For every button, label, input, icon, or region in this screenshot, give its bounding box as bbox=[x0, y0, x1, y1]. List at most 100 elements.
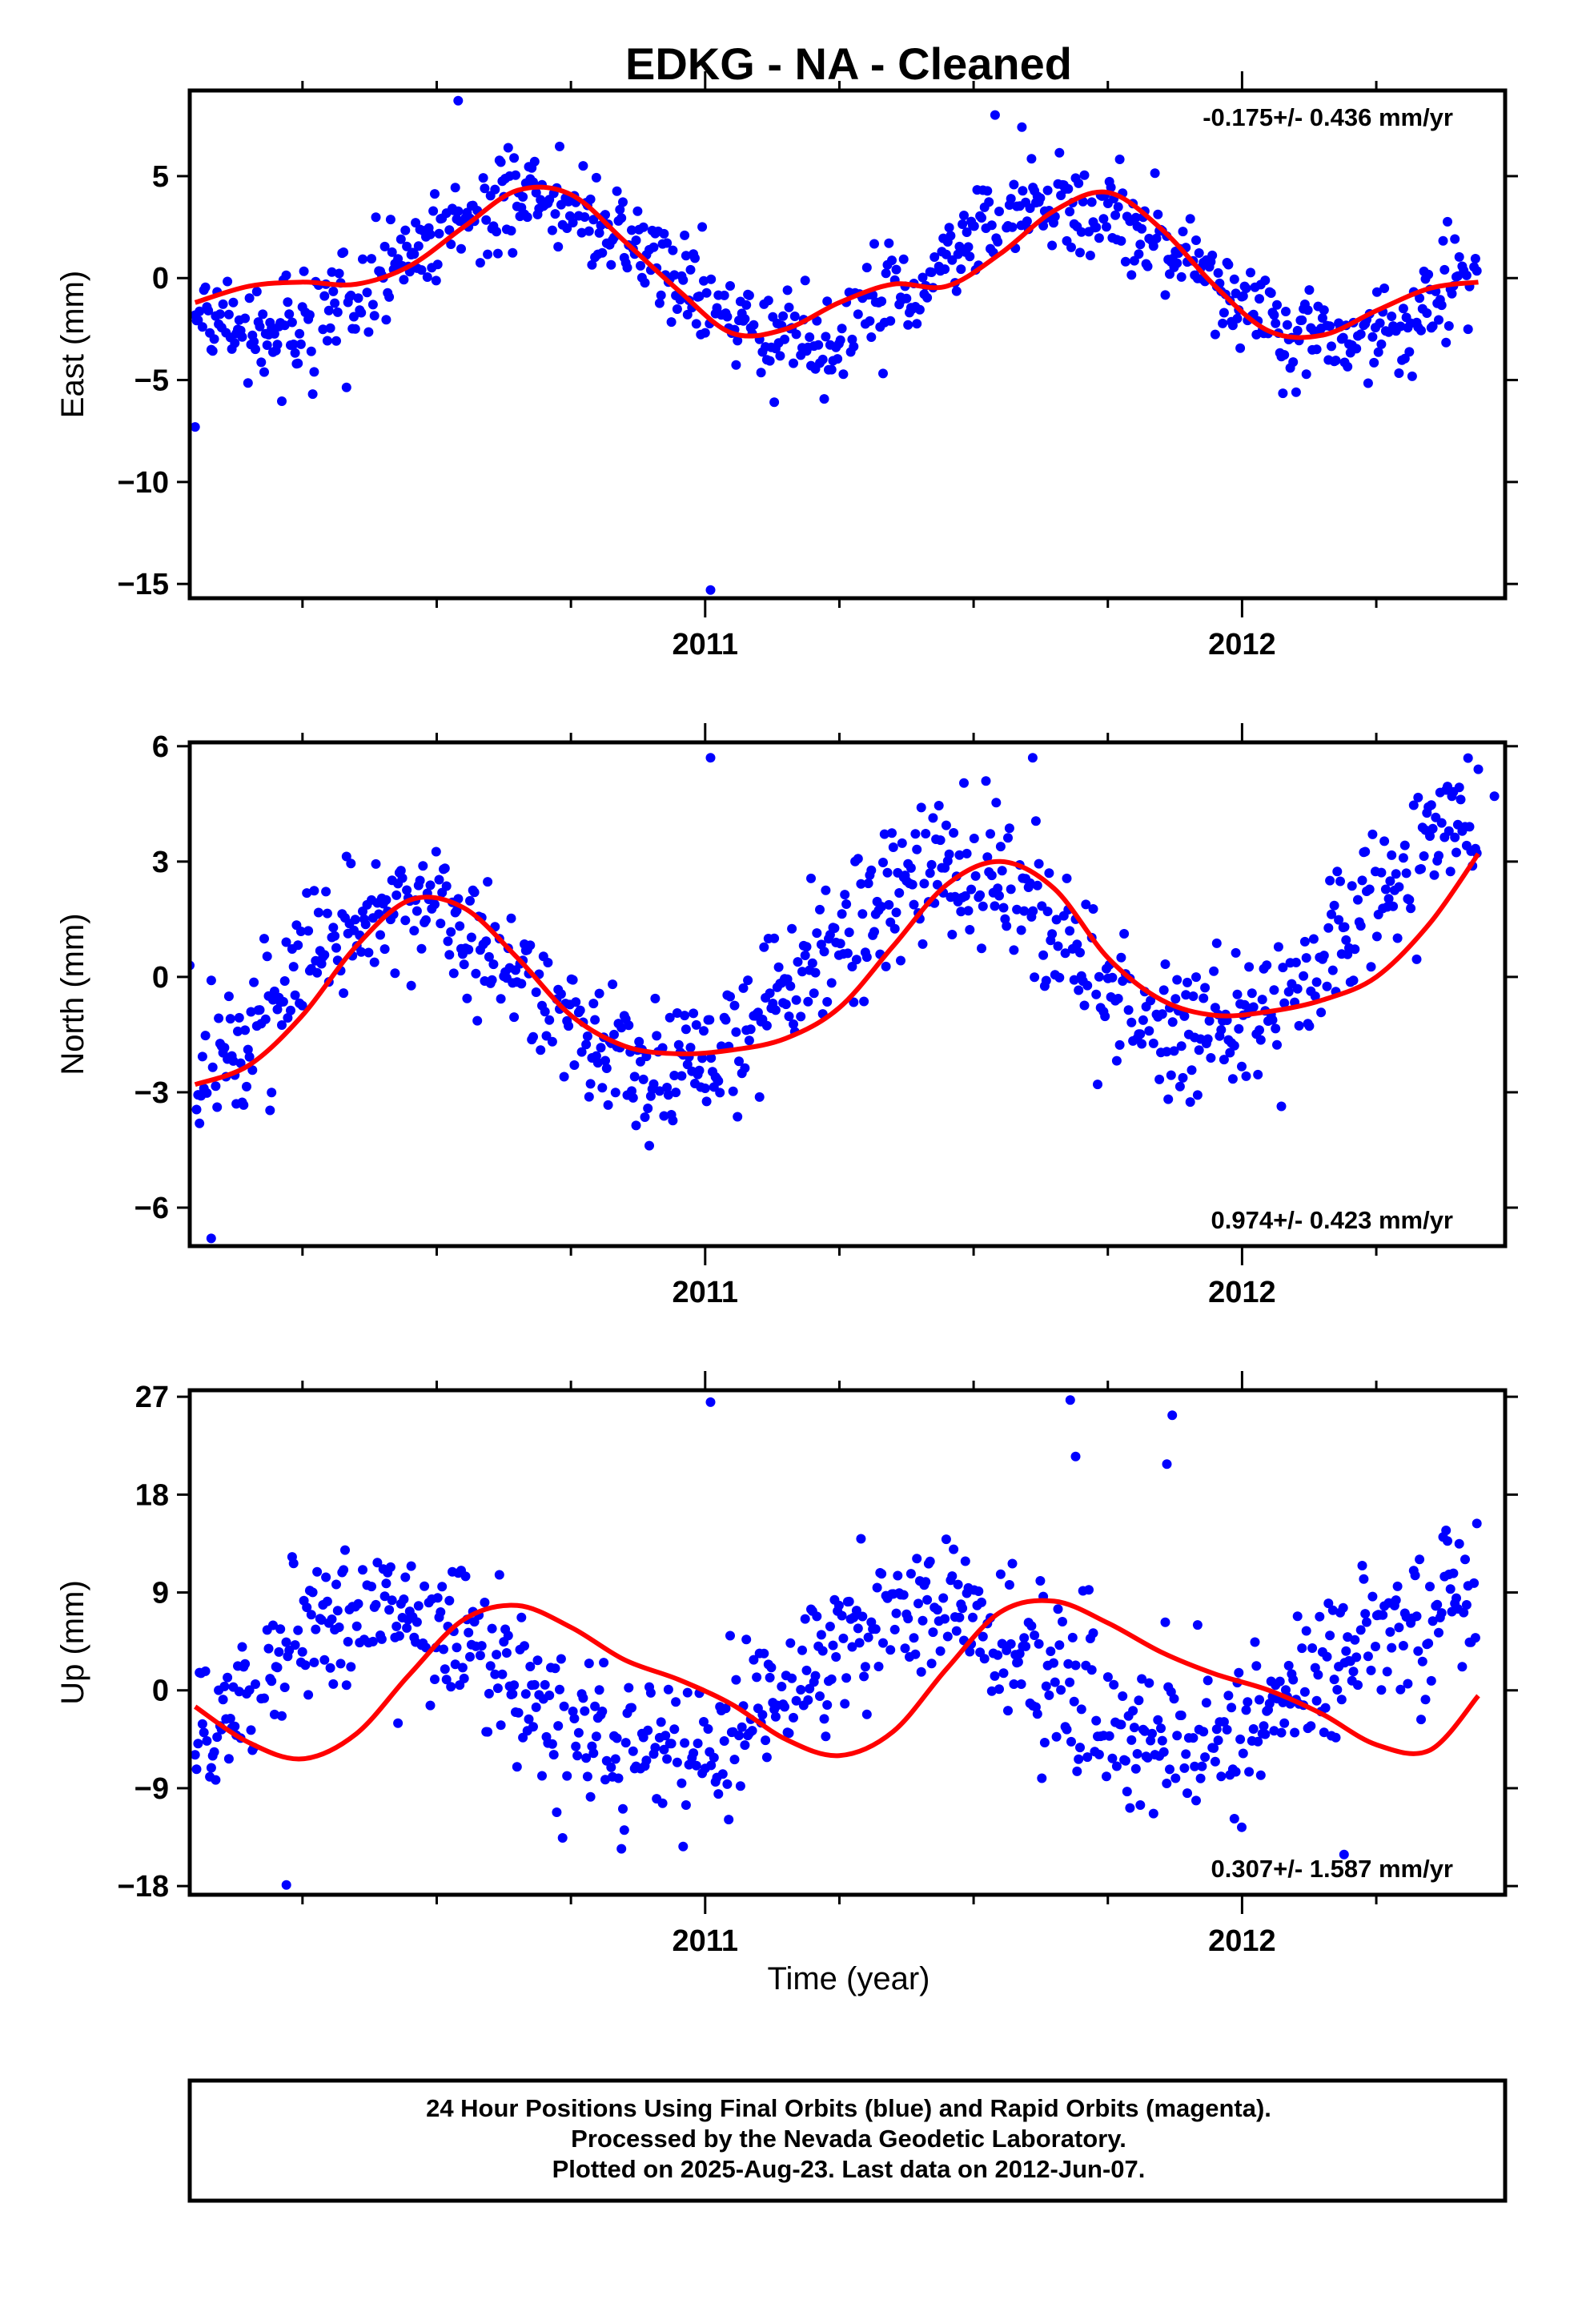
up-point-588 bbox=[1169, 1694, 1179, 1704]
east-point-100 bbox=[350, 324, 360, 334]
north-point-538 bbox=[1062, 873, 1072, 883]
east-point-41 bbox=[256, 357, 267, 368]
up-point-444 bbox=[932, 1605, 942, 1615]
east-point-452 bbox=[944, 223, 954, 233]
east-point-181 bbox=[490, 184, 500, 195]
north-point-571 bbox=[1119, 929, 1130, 939]
north-point-623 bbox=[1206, 1053, 1216, 1063]
up-point-315 bbox=[719, 1736, 729, 1746]
east-point-440 bbox=[922, 292, 933, 303]
east-point-74 bbox=[306, 346, 316, 356]
up-point-736 bbox=[1416, 1715, 1426, 1725]
north-point-330 bbox=[728, 1086, 738, 1096]
up-point-671 bbox=[1311, 1695, 1322, 1706]
north-point-690 bbox=[1322, 981, 1332, 991]
up-point-455 bbox=[951, 1626, 962, 1636]
up-point-54 bbox=[281, 1637, 291, 1647]
north-point-42 bbox=[260, 1014, 271, 1024]
east-point-419 bbox=[885, 316, 896, 326]
north-point-138 bbox=[418, 861, 428, 871]
east-point-634 bbox=[1246, 267, 1255, 278]
east-point-536 bbox=[1086, 197, 1097, 207]
up-point-104 bbox=[367, 1582, 376, 1592]
north-point-171 bbox=[469, 887, 480, 898]
up-point-722 bbox=[1392, 1581, 1403, 1591]
up-ytick-label-1: 18 bbox=[135, 1478, 169, 1512]
north-point-506 bbox=[1003, 833, 1013, 843]
north-point-648 bbox=[1244, 962, 1255, 972]
east-point-302 bbox=[682, 309, 693, 320]
north-point-297 bbox=[677, 1071, 687, 1081]
north-point-448 bbox=[912, 844, 922, 854]
up-point-193 bbox=[509, 1680, 520, 1691]
up-point-251 bbox=[606, 1762, 616, 1772]
east-point-649 bbox=[1269, 310, 1279, 320]
east-point-307 bbox=[690, 253, 700, 263]
north-point-434 bbox=[891, 907, 901, 918]
up-frame bbox=[187, 1388, 1508, 1897]
up-point-557 bbox=[1120, 1755, 1130, 1766]
north-point-776 bbox=[1463, 753, 1473, 763]
north-point-509 bbox=[1009, 945, 1019, 955]
north-point-322 bbox=[713, 1076, 724, 1086]
up-point-370 bbox=[810, 1671, 821, 1681]
east-point-378 bbox=[813, 340, 824, 350]
north-point-207 bbox=[528, 1031, 538, 1042]
up-point-21 bbox=[223, 1672, 233, 1683]
up-point-713 bbox=[1378, 1610, 1388, 1620]
east-point-512 bbox=[1047, 240, 1058, 251]
up-point-581 bbox=[1157, 1735, 1167, 1746]
north-point-765 bbox=[1445, 866, 1456, 877]
up-point-45 bbox=[267, 1676, 277, 1687]
north-point-586 bbox=[1148, 1038, 1158, 1048]
up-point-134 bbox=[413, 1601, 424, 1611]
north-point-639 bbox=[1231, 947, 1241, 958]
east-point-728 bbox=[1404, 347, 1415, 357]
north-point-11 bbox=[212, 1102, 223, 1112]
north-point-9 bbox=[207, 1062, 218, 1072]
north-point-210 bbox=[536, 1045, 546, 1055]
up-point-124 bbox=[399, 1594, 409, 1604]
up-point-684 bbox=[1331, 1732, 1341, 1743]
east-points bbox=[190, 95, 1482, 595]
north-point-112 bbox=[375, 930, 385, 940]
east-point-681 bbox=[1319, 305, 1329, 316]
east-point-335 bbox=[740, 314, 750, 324]
up-point-650 bbox=[1276, 1727, 1287, 1738]
up-point-698 bbox=[1351, 1652, 1362, 1663]
north-point-710 bbox=[1353, 895, 1363, 905]
up-point-14 bbox=[212, 1732, 223, 1743]
footer-line-2: Processed by the Nevada Geodetic Laborat… bbox=[571, 2125, 1126, 2153]
up-point-314 bbox=[717, 1769, 728, 1779]
north-point-368 bbox=[787, 923, 797, 934]
up-point-333 bbox=[747, 1726, 757, 1736]
east-point-182 bbox=[492, 227, 502, 237]
up-point-706 bbox=[1366, 1665, 1376, 1675]
north-point-74 bbox=[313, 907, 323, 918]
up-point-188 bbox=[501, 1648, 512, 1658]
north-point-173 bbox=[472, 1015, 483, 1026]
up-point-358 bbox=[789, 1712, 798, 1723]
north-point-677 bbox=[1299, 971, 1309, 981]
north-point-703 bbox=[1341, 935, 1351, 945]
east-point-624 bbox=[1229, 274, 1239, 284]
east-point-304 bbox=[685, 264, 696, 275]
north-point-402 bbox=[841, 899, 852, 909]
north-point-663 bbox=[1269, 985, 1279, 995]
up-point-133 bbox=[412, 1617, 422, 1627]
north-point-569 bbox=[1116, 952, 1126, 963]
north-point-398 bbox=[835, 939, 845, 949]
up-point-121 bbox=[394, 1630, 404, 1641]
east-point-640 bbox=[1255, 294, 1264, 304]
east-point-535 bbox=[1085, 251, 1095, 260]
north-point-534 bbox=[1053, 941, 1063, 951]
north-point-68 bbox=[303, 926, 314, 936]
north-point-351 bbox=[761, 1020, 772, 1031]
east-point-301 bbox=[681, 251, 691, 261]
up-point-737 bbox=[1417, 1656, 1427, 1667]
up-point-300 bbox=[693, 1739, 703, 1748]
up-point-576 bbox=[1148, 1808, 1158, 1819]
north-point-84 bbox=[330, 931, 340, 941]
north-point-305 bbox=[689, 1008, 699, 1019]
up-point-31 bbox=[237, 1642, 247, 1652]
